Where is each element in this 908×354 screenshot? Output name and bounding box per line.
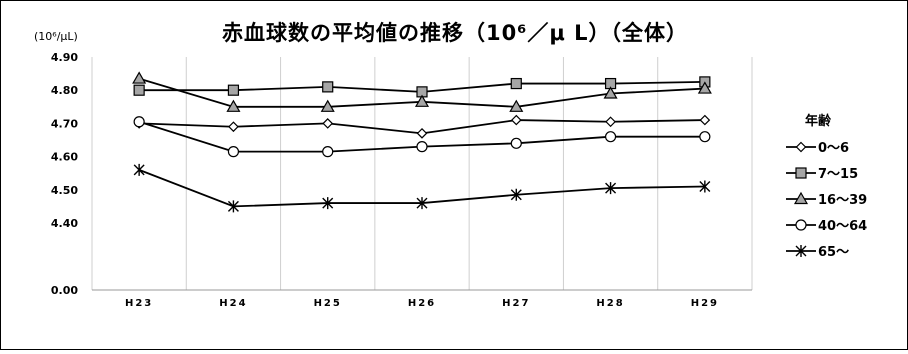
legend-marker [795, 141, 807, 153]
y-tick-label: 4.50 [51, 184, 78, 197]
data-point [322, 81, 334, 93]
series-3 [132, 71, 712, 112]
legend-entry: 65〜 [786, 245, 849, 260]
data-point [604, 131, 617, 143]
y-axis-unit-label: (10⁶/μL) [34, 30, 78, 43]
data-point [133, 84, 145, 96]
series-5 [133, 163, 711, 213]
y-tick-label: 4.70 [51, 117, 78, 130]
legend-marker [795, 219, 807, 231]
data-point [132, 71, 147, 84]
legend-label: 16〜39 [818, 193, 867, 208]
legend-entry: 7〜15 [786, 167, 858, 182]
x-tick-label: H24 [219, 298, 247, 309]
chart-title: 赤血球数の平均値の推移（10⁶／μ L）（全体） [222, 21, 688, 45]
data-point [320, 99, 335, 112]
data-point [699, 131, 711, 143]
data-point [416, 141, 428, 153]
legend-marker [795, 167, 807, 179]
series-4 [133, 116, 711, 158]
data-point [227, 84, 240, 96]
data-point [227, 200, 239, 213]
x-tick-label: H27 [502, 298, 530, 309]
data-point [416, 197, 428, 210]
legend-entry: 16〜39 [786, 191, 867, 208]
data-point [605, 116, 616, 128]
data-point [227, 146, 240, 158]
legend-title: 年齢 [805, 113, 832, 129]
data-point [510, 77, 522, 90]
data-point [133, 163, 145, 176]
data-point [322, 118, 334, 129]
x-tick-label: H25 [314, 298, 342, 309]
legend-label: 0〜6 [818, 141, 849, 156]
y-tick-label: 4.40 [51, 217, 78, 230]
y-tick-label: 0.00 [51, 284, 78, 297]
data-point [699, 114, 711, 126]
data-point [322, 197, 334, 210]
x-tick-label: H26 [408, 298, 436, 309]
data-point [322, 146, 334, 158]
y-tick-label: 4.90 [51, 51, 78, 64]
legend-entry: 0〜6 [786, 141, 849, 156]
data-point [510, 188, 522, 201]
legend-label: 65〜 [818, 245, 849, 260]
data-point [510, 137, 522, 149]
plot-area: 4.90 4.80 4.70 4.60 4.50 4.40 0.00 H23 H24 H25 H26… [51, 51, 753, 309]
legend-label: 40〜64 [818, 219, 867, 234]
data-point [510, 114, 522, 126]
data-point [699, 180, 711, 193]
data-point [133, 116, 145, 128]
data-point [605, 182, 617, 195]
data-point [416, 128, 428, 139]
data-point [697, 81, 712, 94]
x-tick-label: H29 [691, 298, 719, 309]
x-tick-label: H28 [596, 298, 624, 309]
data-point [228, 121, 239, 133]
data-point [603, 86, 618, 99]
x-tick-label: H23 [125, 298, 153, 309]
legend-marker [795, 245, 807, 257]
legend: 年齢 0〜6 7〜15 16〜39 40〜64 65〜 [786, 113, 867, 260]
legend-entry: 40〜64 [786, 219, 867, 234]
data-point [226, 99, 241, 112]
data-point [414, 94, 430, 107]
y-tick-label: 4.60 [51, 151, 78, 164]
y-tick-label: 4.80 [51, 84, 78, 97]
data-point [509, 99, 524, 112]
legend-marker [793, 191, 809, 205]
legend-label: 7〜15 [818, 167, 858, 182]
